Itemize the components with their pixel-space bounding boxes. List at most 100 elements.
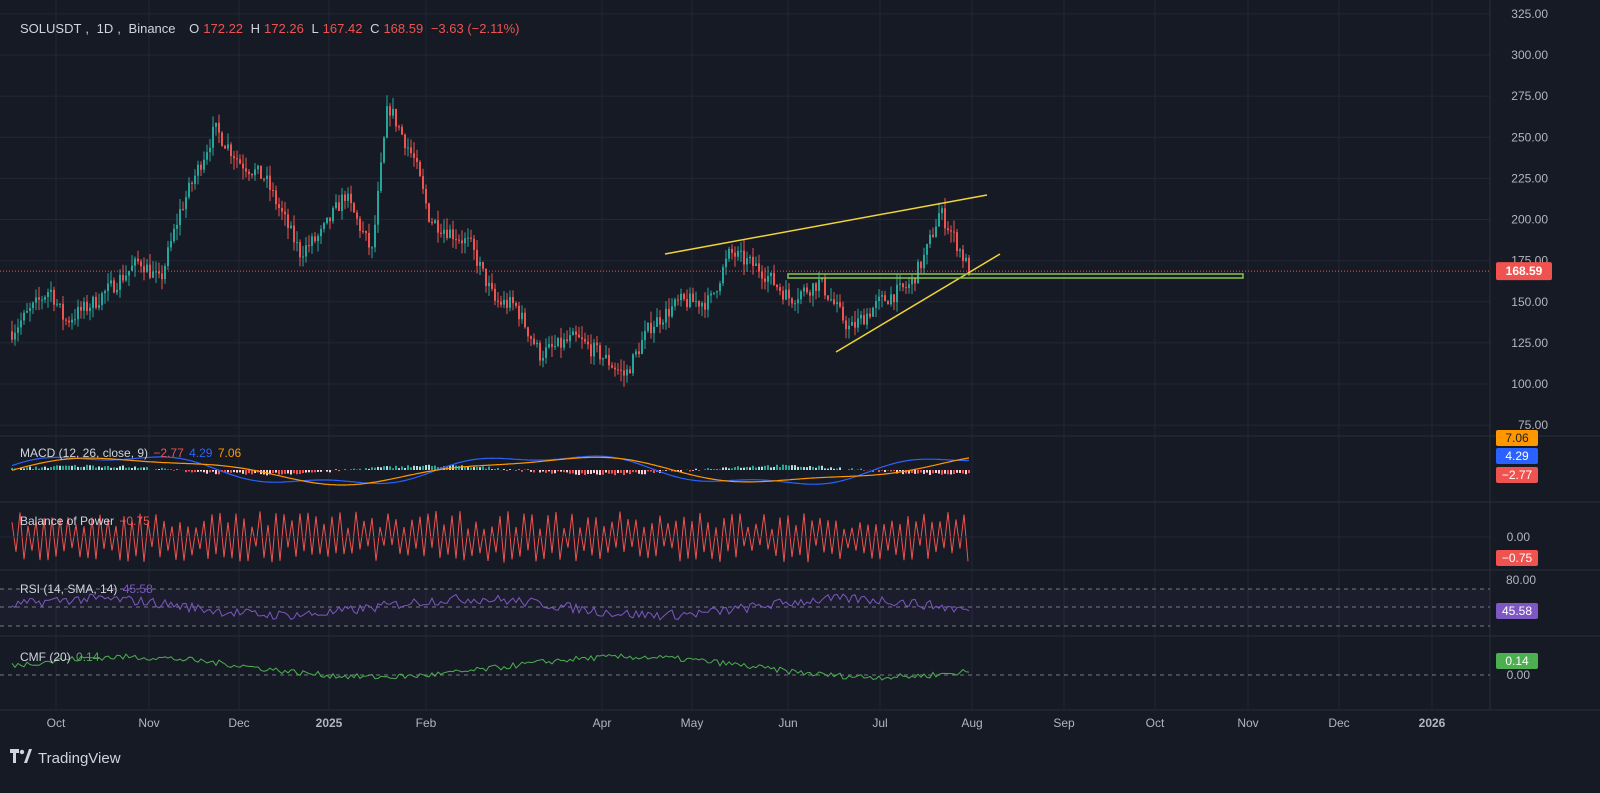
candle-body [683,293,685,300]
price-tick-label: 75.00 [1518,418,1548,432]
macd-hist-bar [872,470,874,472]
candle-body [419,162,421,177]
candle [782,286,784,305]
candle-body [491,282,493,289]
macd-hist-bar [395,465,397,470]
candle [203,151,205,174]
macd-hist-bar [689,470,691,472]
candle [674,297,676,311]
candle-body [263,178,265,180]
symbol[interactable]: SOLUSDT [20,21,82,36]
macd-hist-bar [215,470,217,475]
macd-hist-bar [128,467,130,470]
candle-body [707,295,709,310]
candle-body [62,303,64,320]
candle-body [137,258,139,262]
candle [941,205,943,221]
candle [728,246,730,262]
candle-body [944,208,946,229]
macd-hist-bar [953,470,955,474]
candle-body [674,299,676,307]
candle-body [941,208,943,214]
lower-trendline [835,253,1001,353]
candle [887,299,889,305]
candle [524,308,526,329]
candle-body [374,224,376,248]
candle [563,333,565,351]
cmf-legend[interactable]: CMF (20) 0.14 [20,650,101,664]
macd-hist-bar [146,467,148,470]
macd-hist-bar [479,467,481,470]
trend-drawings[interactable] [0,194,1490,353]
candle [476,240,478,274]
candle [362,221,364,234]
candle-body [44,296,46,300]
price-candles[interactable] [11,95,970,387]
candle-body [668,308,670,317]
macd-hist-bar [392,468,394,470]
candle-body [890,294,892,305]
candle-body [98,305,100,308]
macd-hist-bar [104,466,106,470]
candle-body [323,223,325,230]
candle-body [611,365,613,368]
candle [461,230,463,254]
candle-body [869,313,871,317]
time-tick-label: Dec [1328,716,1349,730]
candle [347,187,349,208]
candle [716,290,718,299]
macd-hist-bar [863,470,865,471]
macd-hist-bar [122,465,124,470]
candle-body [767,275,769,282]
macd-hist-bar [71,465,73,470]
candle [521,305,523,324]
candle [566,330,568,344]
macd-hist-bar [20,467,22,470]
candle-body [311,236,313,246]
macd-hist-bar [206,470,208,474]
macd-hist-bar [662,470,664,471]
tradingview-brand[interactable]: TradingView [10,749,121,767]
candle [878,289,880,310]
candle-body [212,126,214,148]
candle-body [731,248,733,253]
rsi-legend[interactable]: RSI (14, SMA, 14) 45.58 [20,582,155,596]
high-value: 172.26 [264,21,304,36]
candle [158,262,160,279]
candle-body [170,241,172,248]
macd-hist-bar [617,470,619,474]
bop-legend[interactable]: Balance of Power −0.75 [20,514,152,528]
candle-body [32,302,34,309]
candle-body [128,270,130,276]
rsi-band-fill [0,589,1490,626]
candle-body [431,221,433,224]
candle-body [275,190,277,205]
candle-body [866,313,868,325]
macd-hist-bar [722,467,724,470]
candle [872,306,874,318]
candle-body [797,299,799,304]
macd-hist-bar [884,470,886,473]
candle [905,281,907,294]
upper-trendline [664,194,988,255]
candle [794,300,796,312]
macd-hist-bar [329,470,331,473]
candle [737,246,739,261]
macd-hist-bar [551,470,553,474]
macd-hist-bar [374,467,376,470]
macd-hist-bar [491,469,493,470]
candle-body [752,256,754,266]
candle [530,335,532,346]
macd-hist-bar [878,470,880,473]
interval[interactable]: 1D [96,21,114,36]
candle-body [587,341,589,345]
candle-body [65,319,67,321]
candle-body [761,271,763,279]
candle [140,258,142,273]
macd-hist-bar [557,470,559,472]
macd-legend[interactable]: MACD (12, 26, close, 9) −2.77 4.29 7.06 [20,446,243,460]
candle [491,273,493,292]
macd-hist-bar [173,470,175,471]
